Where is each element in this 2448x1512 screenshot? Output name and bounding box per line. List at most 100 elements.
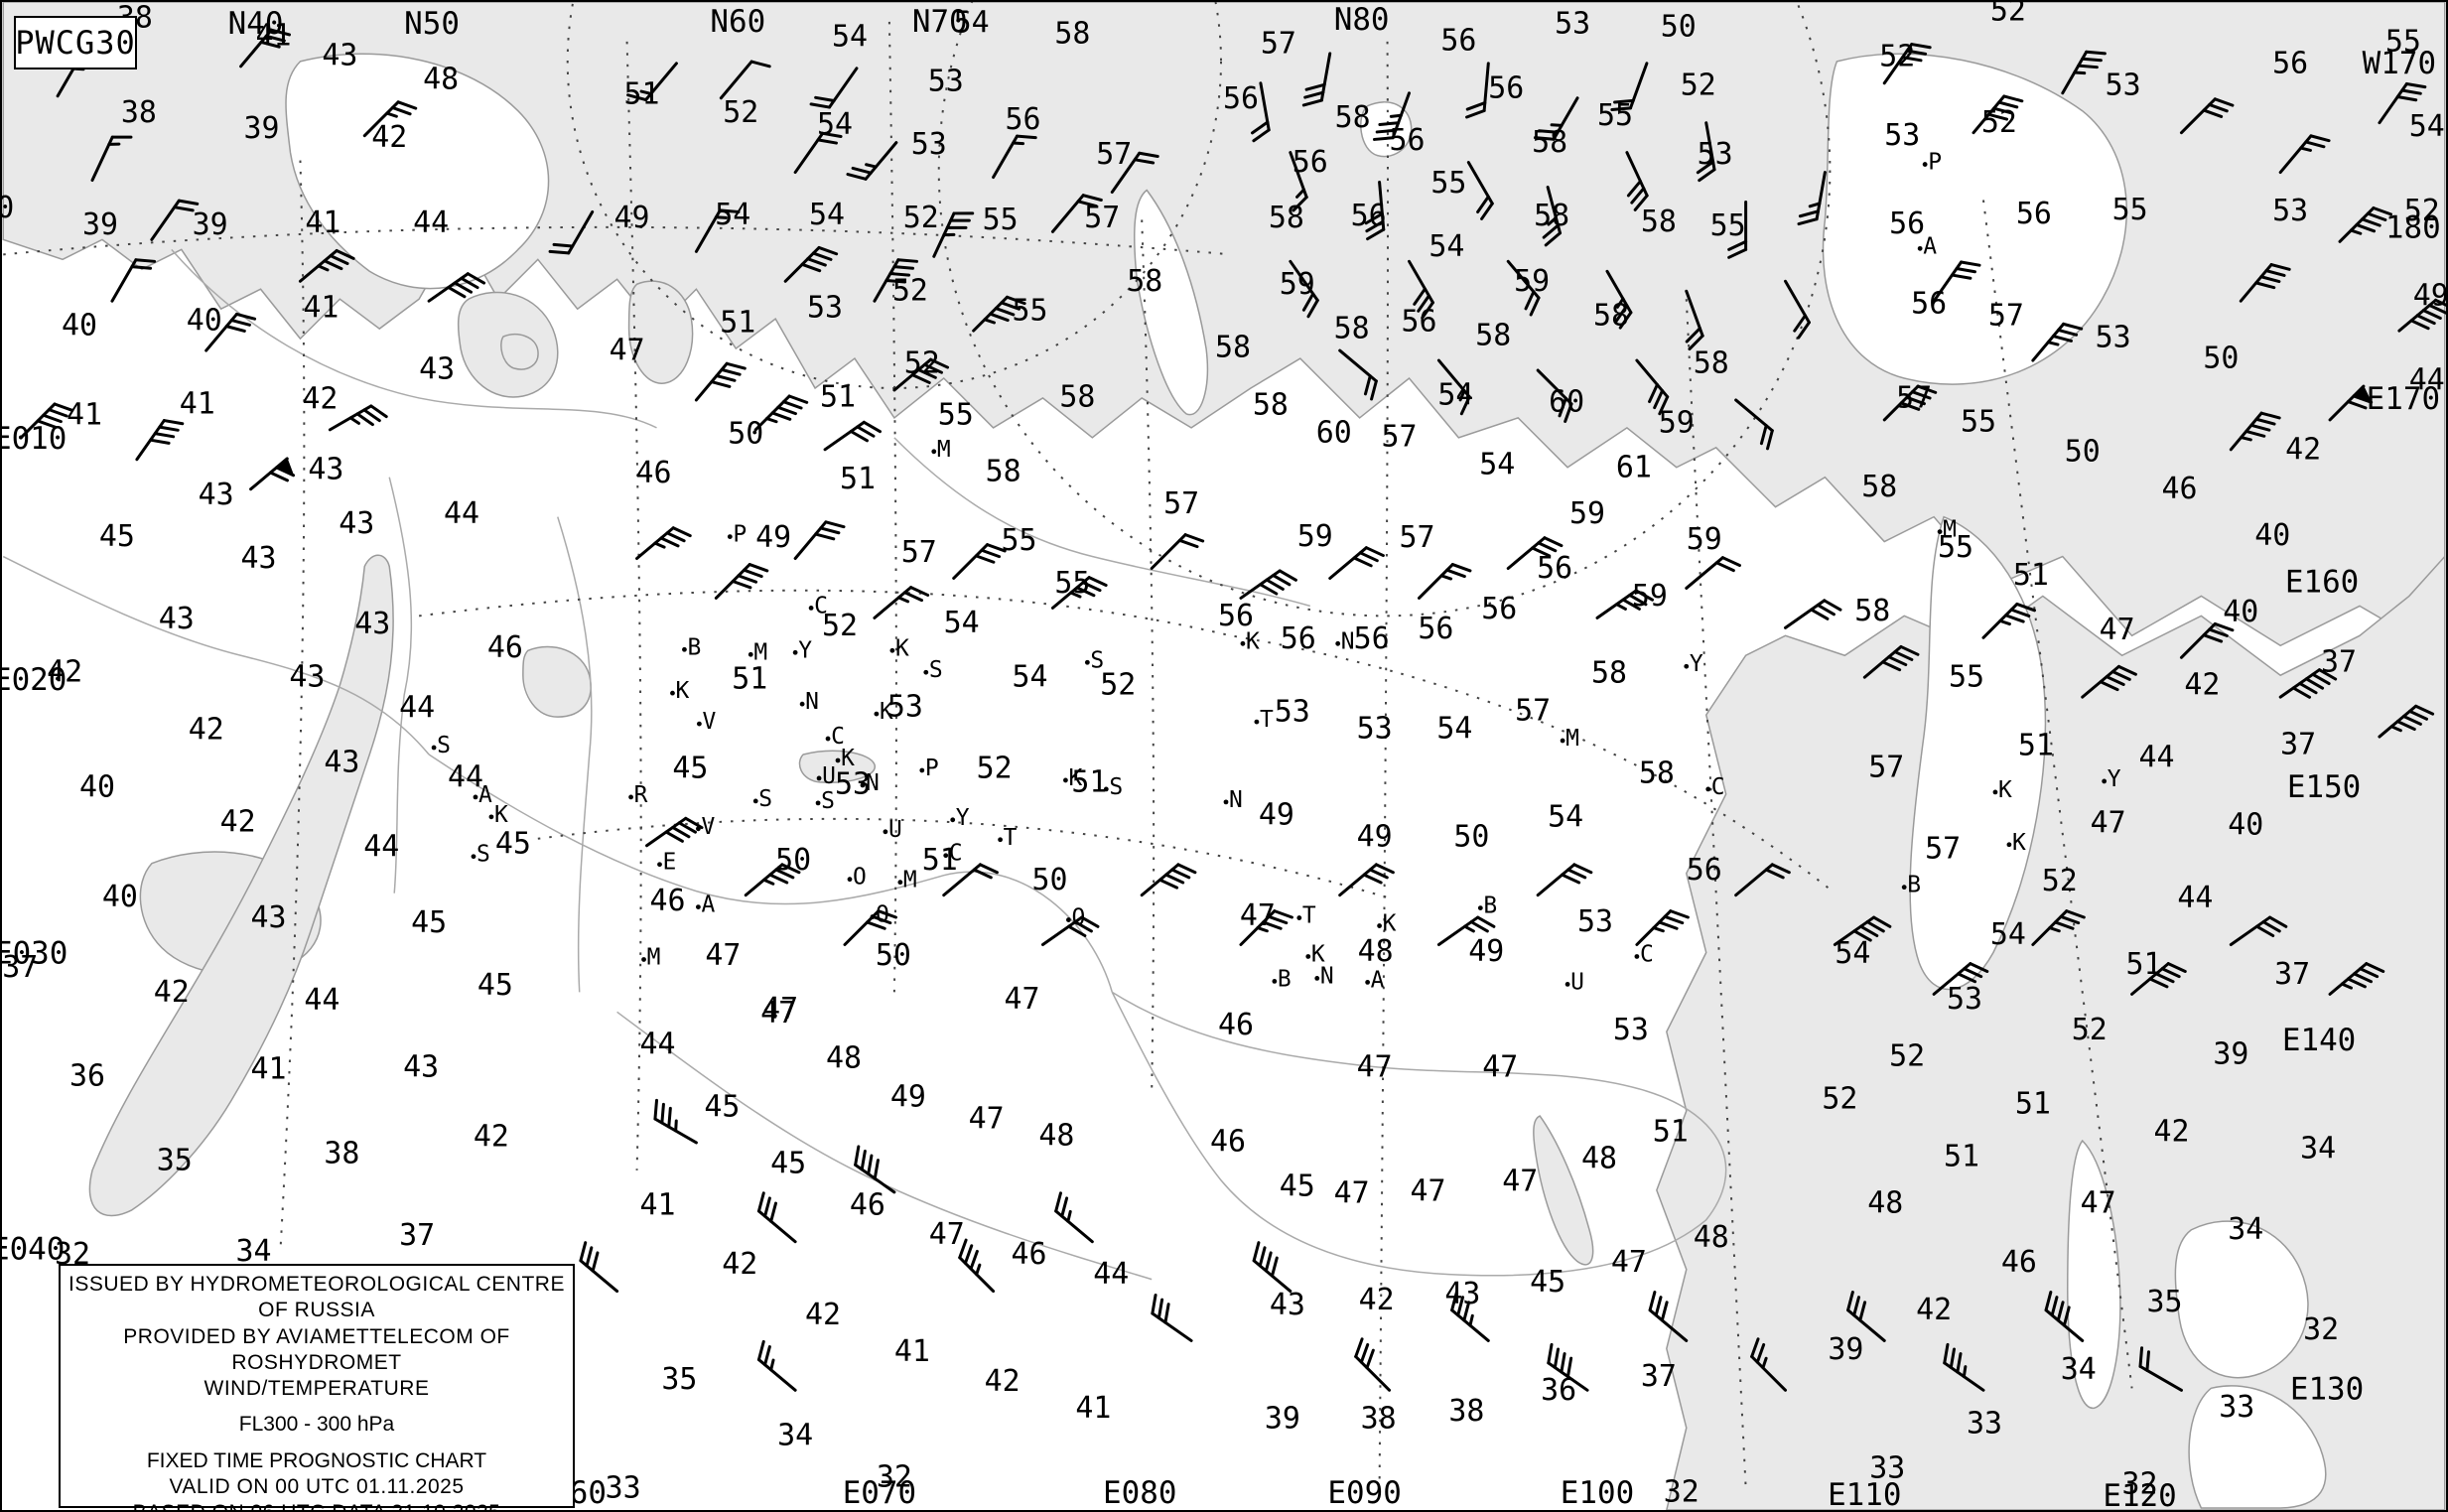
- temperature-value: 51: [2126, 947, 2162, 982]
- wind-barb-feather: [1685, 327, 1701, 344]
- wind-barb-feather: [763, 1345, 771, 1367]
- wind-barb-feather: [2254, 281, 2276, 290]
- temperature-value: 44: [1093, 1257, 1129, 1292]
- city-dot: [641, 957, 646, 962]
- temperature-value: 53: [928, 64, 964, 98]
- city-dot: [1103, 786, 1109, 792]
- wind-barb-feather: [929, 357, 950, 369]
- wind-barb-feather: [2261, 920, 2281, 933]
- wind-barb: [90, 135, 133, 183]
- wind-barb: [1436, 915, 1496, 946]
- wind-barb: [1506, 259, 1541, 317]
- temperature-value: 54: [2409, 109, 2445, 144]
- wind-barb-feather: [1648, 1291, 1657, 1312]
- city-marker: S: [929, 657, 943, 683]
- temperature-value: 53: [2096, 321, 2131, 355]
- wind-barb-feather: [677, 821, 697, 834]
- wind-barb: [1862, 644, 1920, 679]
- wind-barb: [1635, 358, 1670, 416]
- wind-barb-feather: [1303, 90, 1325, 99]
- temperature-value: 55: [1002, 523, 1037, 558]
- wind-barb-feather: [1301, 98, 1323, 107]
- temperature-value: 59: [1297, 519, 1333, 554]
- temperature-value: 41: [305, 206, 340, 240]
- wind-barb: [1625, 151, 1649, 211]
- temperature-value: 47: [1502, 1164, 1538, 1198]
- temperature-value: 34: [236, 1234, 272, 1269]
- wind-barb-feather: [2105, 675, 2125, 686]
- wind-barb-feather: [1852, 1296, 1860, 1317]
- wind-barb-shaft: [719, 60, 753, 100]
- wind-barb-half-feather: [1458, 389, 1466, 402]
- city-marker: V: [702, 709, 716, 735]
- wind-barb-feather: [329, 254, 349, 265]
- wind-barb-feather: [2291, 686, 2312, 699]
- wind-barb-feather: [667, 1106, 672, 1129]
- wind-barb-feather: [1955, 267, 1976, 274]
- latitude-grid-label: N70: [912, 4, 968, 40]
- temperature-value: 50: [1031, 863, 1067, 897]
- wind-barb: [1289, 151, 1308, 212]
- wind-barb-feather: [1720, 556, 1741, 568]
- wind-barb-feather: [2254, 417, 2276, 426]
- temperature-value: 45: [477, 968, 513, 1003]
- temperature-value: 51: [1071, 764, 1107, 799]
- temperature-value: 54: [944, 606, 980, 640]
- temperature-value: 50: [876, 938, 911, 973]
- wind-barb-feather: [1727, 239, 1748, 251]
- wind-barb-feather: [1963, 967, 1983, 979]
- wind-barb-half-feather: [1808, 202, 1822, 208]
- temperature-value: 56: [2016, 197, 2052, 231]
- wind-barb-feather: [1252, 128, 1271, 143]
- city-dot: [847, 877, 853, 883]
- temperature-value: 58: [1059, 379, 1095, 414]
- wind-barb-feather: [1262, 920, 1283, 930]
- lake-balkhash: [798, 750, 876, 783]
- temperature-value: 58: [1639, 756, 1675, 790]
- wind-barb: [992, 134, 1037, 180]
- temperature-value: 43: [322, 38, 357, 72]
- city-marker: A: [478, 782, 492, 808]
- wind-barb-feather: [1660, 1301, 1669, 1322]
- wind-barb: [1536, 863, 1593, 897]
- wind-barb: [1784, 279, 1811, 340]
- wind-barb: [1450, 1291, 1490, 1342]
- wind-barb: [1354, 1337, 1392, 1392]
- temperature-value: 53: [1613, 1013, 1649, 1047]
- wind-barb: [150, 199, 200, 241]
- temperature-value: 53: [1884, 118, 1920, 153]
- wind-barb-feather: [854, 1145, 861, 1167]
- wind-barb-half-feather: [2340, 982, 2353, 990]
- wind-barb-half-feather: [1066, 1209, 1072, 1223]
- temperature-value: 53: [1555, 6, 1590, 41]
- wind-barb-half-feather: [2073, 70, 2087, 75]
- longitude-grid-label: 180: [2385, 209, 2441, 245]
- city-marker: Y: [1690, 651, 1703, 677]
- wind-barb-feather: [1170, 868, 1191, 880]
- wind-barb-feather: [817, 245, 839, 256]
- wind-barb-feather: [974, 554, 996, 564]
- wind-barb-feather: [2254, 924, 2275, 938]
- city-marker: B: [1278, 966, 1292, 992]
- wind-barb-feather: [1750, 1337, 1760, 1358]
- wind-barb-feather: [821, 131, 843, 139]
- graticule-layer: [3, 2, 2133, 1488]
- wind-barb-half-feather: [674, 1119, 678, 1133]
- wind-barb-feather: [980, 548, 1002, 559]
- temperature-value: 46: [649, 884, 685, 918]
- temperature-value: 37: [2274, 957, 2310, 992]
- wind-barb-feather: [2044, 1291, 2053, 1312]
- wind-barb-feather: [1138, 151, 1159, 158]
- temperature-value: 46: [1218, 1008, 1254, 1042]
- temperature-value: 41: [894, 1334, 930, 1369]
- temperature-value: 33: [2219, 1390, 2254, 1425]
- wind-barb-feather: [1565, 1356, 1573, 1379]
- temperature-value: 43: [419, 352, 455, 387]
- wind-barb-feather: [1798, 209, 1820, 218]
- wind-barb: [1833, 915, 1892, 946]
- temperature-value: 59: [1569, 496, 1605, 531]
- wind-barb-feather: [264, 34, 286, 43]
- wind-barb-feather: [1304, 82, 1326, 91]
- city-marker: M: [1943, 517, 1957, 543]
